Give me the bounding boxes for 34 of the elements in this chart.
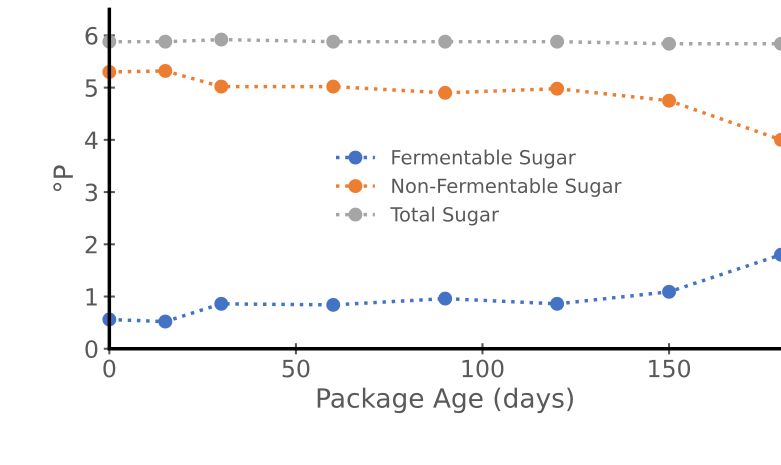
point (662, 36, 676, 51)
legend-label: Fermentable Sugar (392, 150, 576, 168)
y-tick-label: 0 (85, 340, 98, 358)
point (158, 64, 172, 78)
point (438, 292, 452, 306)
x-tick-label: 0 (103, 360, 116, 378)
y-tick-label: 1 (86, 288, 97, 306)
legend-label: Total Sugar (390, 206, 499, 226)
point (550, 82, 564, 96)
point (214, 32, 228, 47)
point (550, 296, 564, 311)
point (326, 80, 340, 94)
point (158, 314, 172, 329)
x-tick-label: 150 (649, 360, 690, 378)
point (214, 296, 228, 311)
point (438, 34, 452, 49)
y-tick-label: 3 (86, 184, 98, 202)
point (662, 94, 676, 108)
x-axis-title: Package Age (days) (318, 388, 573, 414)
y-tick-label: 6 (86, 26, 98, 45)
point (158, 34, 172, 49)
y-tick-label: 5 (86, 79, 97, 97)
point (550, 34, 564, 49)
y-tick-label: 4 (85, 132, 98, 149)
y-tick-label: 2 (86, 236, 97, 254)
point (326, 298, 340, 312)
point (662, 284, 676, 299)
x-tick-label: 50 (282, 360, 310, 378)
point (326, 34, 340, 49)
y-axis-title: °P (53, 165, 73, 192)
point (438, 86, 452, 100)
x-tick-label: 100 (462, 360, 504, 378)
legend-label: Non-Fermentable Sugar (392, 178, 622, 197)
point (214, 80, 228, 94)
